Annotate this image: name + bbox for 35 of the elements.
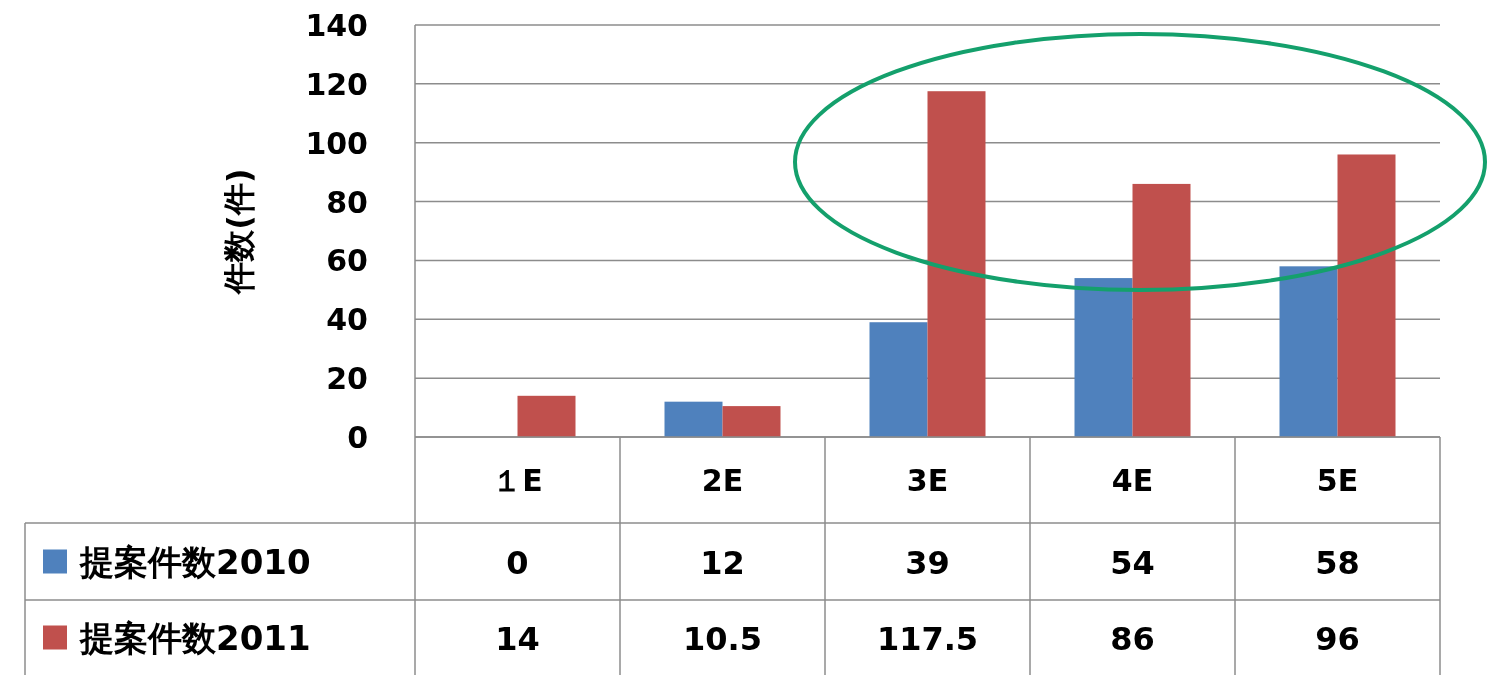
bar bbox=[722, 406, 781, 437]
y-tick-label: 80 bbox=[326, 184, 368, 220]
data-label: 58 bbox=[1315, 543, 1360, 582]
bar bbox=[517, 395, 576, 437]
data-label: 10.5 bbox=[683, 619, 762, 658]
y-tick-label: 60 bbox=[326, 243, 368, 279]
y-tick-label: 20 bbox=[326, 361, 368, 397]
bar bbox=[1279, 266, 1338, 437]
data-label: 117.5 bbox=[876, 619, 979, 658]
x-tick-label: １E bbox=[492, 463, 543, 498]
y-axis-title: 件数(件) bbox=[220, 168, 258, 295]
y-tick-label: 100 bbox=[305, 125, 368, 161]
x-tick-label: 5E bbox=[1316, 463, 1359, 498]
x-tick-label: 2E bbox=[701, 463, 744, 498]
data-label: 12 bbox=[700, 543, 745, 582]
y-tick-label: 40 bbox=[326, 302, 368, 338]
x-tick-label: 4E bbox=[1111, 463, 1154, 498]
bar bbox=[664, 401, 723, 437]
data-label: 96 bbox=[1315, 619, 1360, 658]
bar bbox=[1132, 183, 1191, 437]
legend-label: 提案件数2010 bbox=[79, 541, 311, 582]
y-tick-label: 140 bbox=[305, 8, 368, 43]
data-label: 54 bbox=[1110, 543, 1155, 582]
legend-label: 提案件数2011 bbox=[79, 617, 311, 658]
y-tick-label: 0 bbox=[347, 420, 368, 455]
bar bbox=[927, 91, 986, 437]
y-tick-label: 120 bbox=[305, 66, 368, 102]
bar bbox=[869, 322, 928, 437]
data-label: 0 bbox=[506, 543, 529, 582]
x-tick-label: 3E bbox=[906, 463, 949, 498]
bar bbox=[1337, 154, 1396, 437]
bar bbox=[1074, 278, 1133, 437]
data-label: 39 bbox=[905, 543, 950, 582]
data-label: 14 bbox=[495, 619, 540, 658]
data-label: 86 bbox=[1110, 619, 1155, 658]
